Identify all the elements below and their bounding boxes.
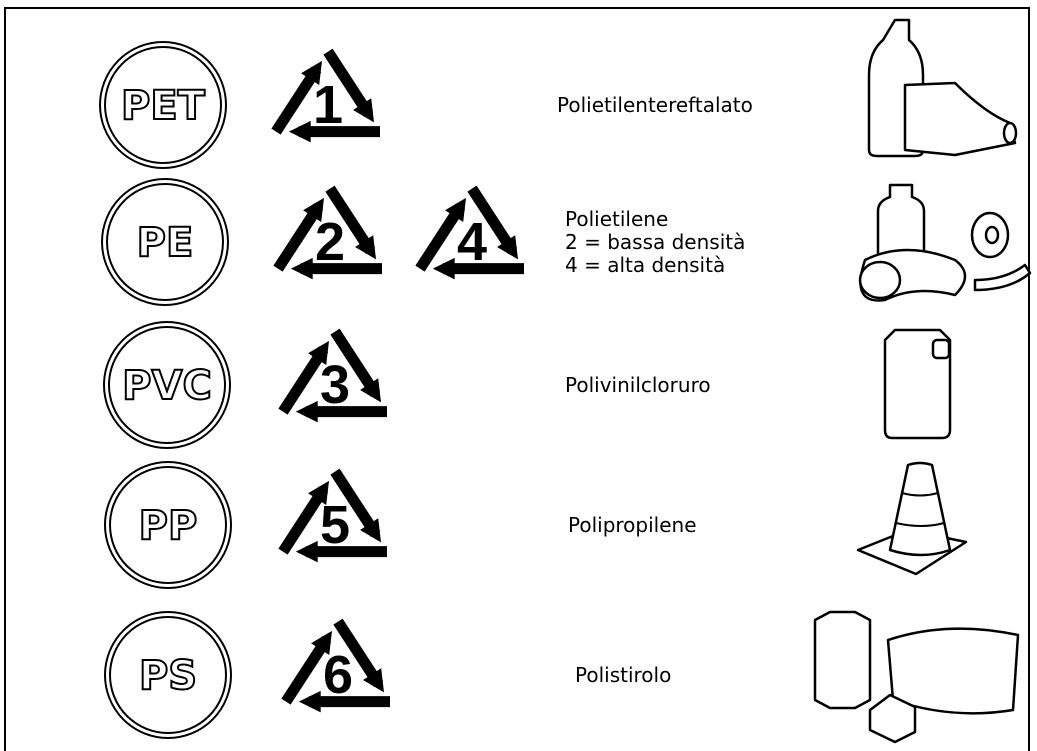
resin-number: 1 [313, 75, 343, 135]
material-description: Polietilentereftalato [557, 93, 753, 117]
material-description: 4 = alta densità [565, 253, 725, 277]
resin-number: 2 [315, 212, 345, 272]
material-code: PET [121, 83, 206, 129]
material-description: Polietilene [565, 207, 668, 231]
material-description: 2 = bassa densità [565, 230, 745, 254]
resin-number: 5 [320, 495, 350, 555]
material-code: PVC [122, 363, 212, 409]
illustration-canister [885, 330, 950, 438]
diagram: PET 1 Polietilentereftalato PE 2 4 Polietilene… [0, 0, 1037, 751]
material-description: Polipropilene [568, 513, 697, 537]
material-code: PS [139, 653, 197, 699]
material-description: Polivinilcloruro [565, 373, 711, 397]
material-code: PP [139, 503, 198, 549]
material-code: PE [137, 220, 194, 266]
resin-number: 6 [323, 645, 353, 705]
resin-number: 3 [320, 355, 350, 415]
page: PET 1 Polietilentereftalato PE 2 4 Polietilene… [0, 0, 1037, 751]
resin-number: 4 [457, 212, 487, 272]
material-description: Polistirolo [575, 663, 671, 687]
